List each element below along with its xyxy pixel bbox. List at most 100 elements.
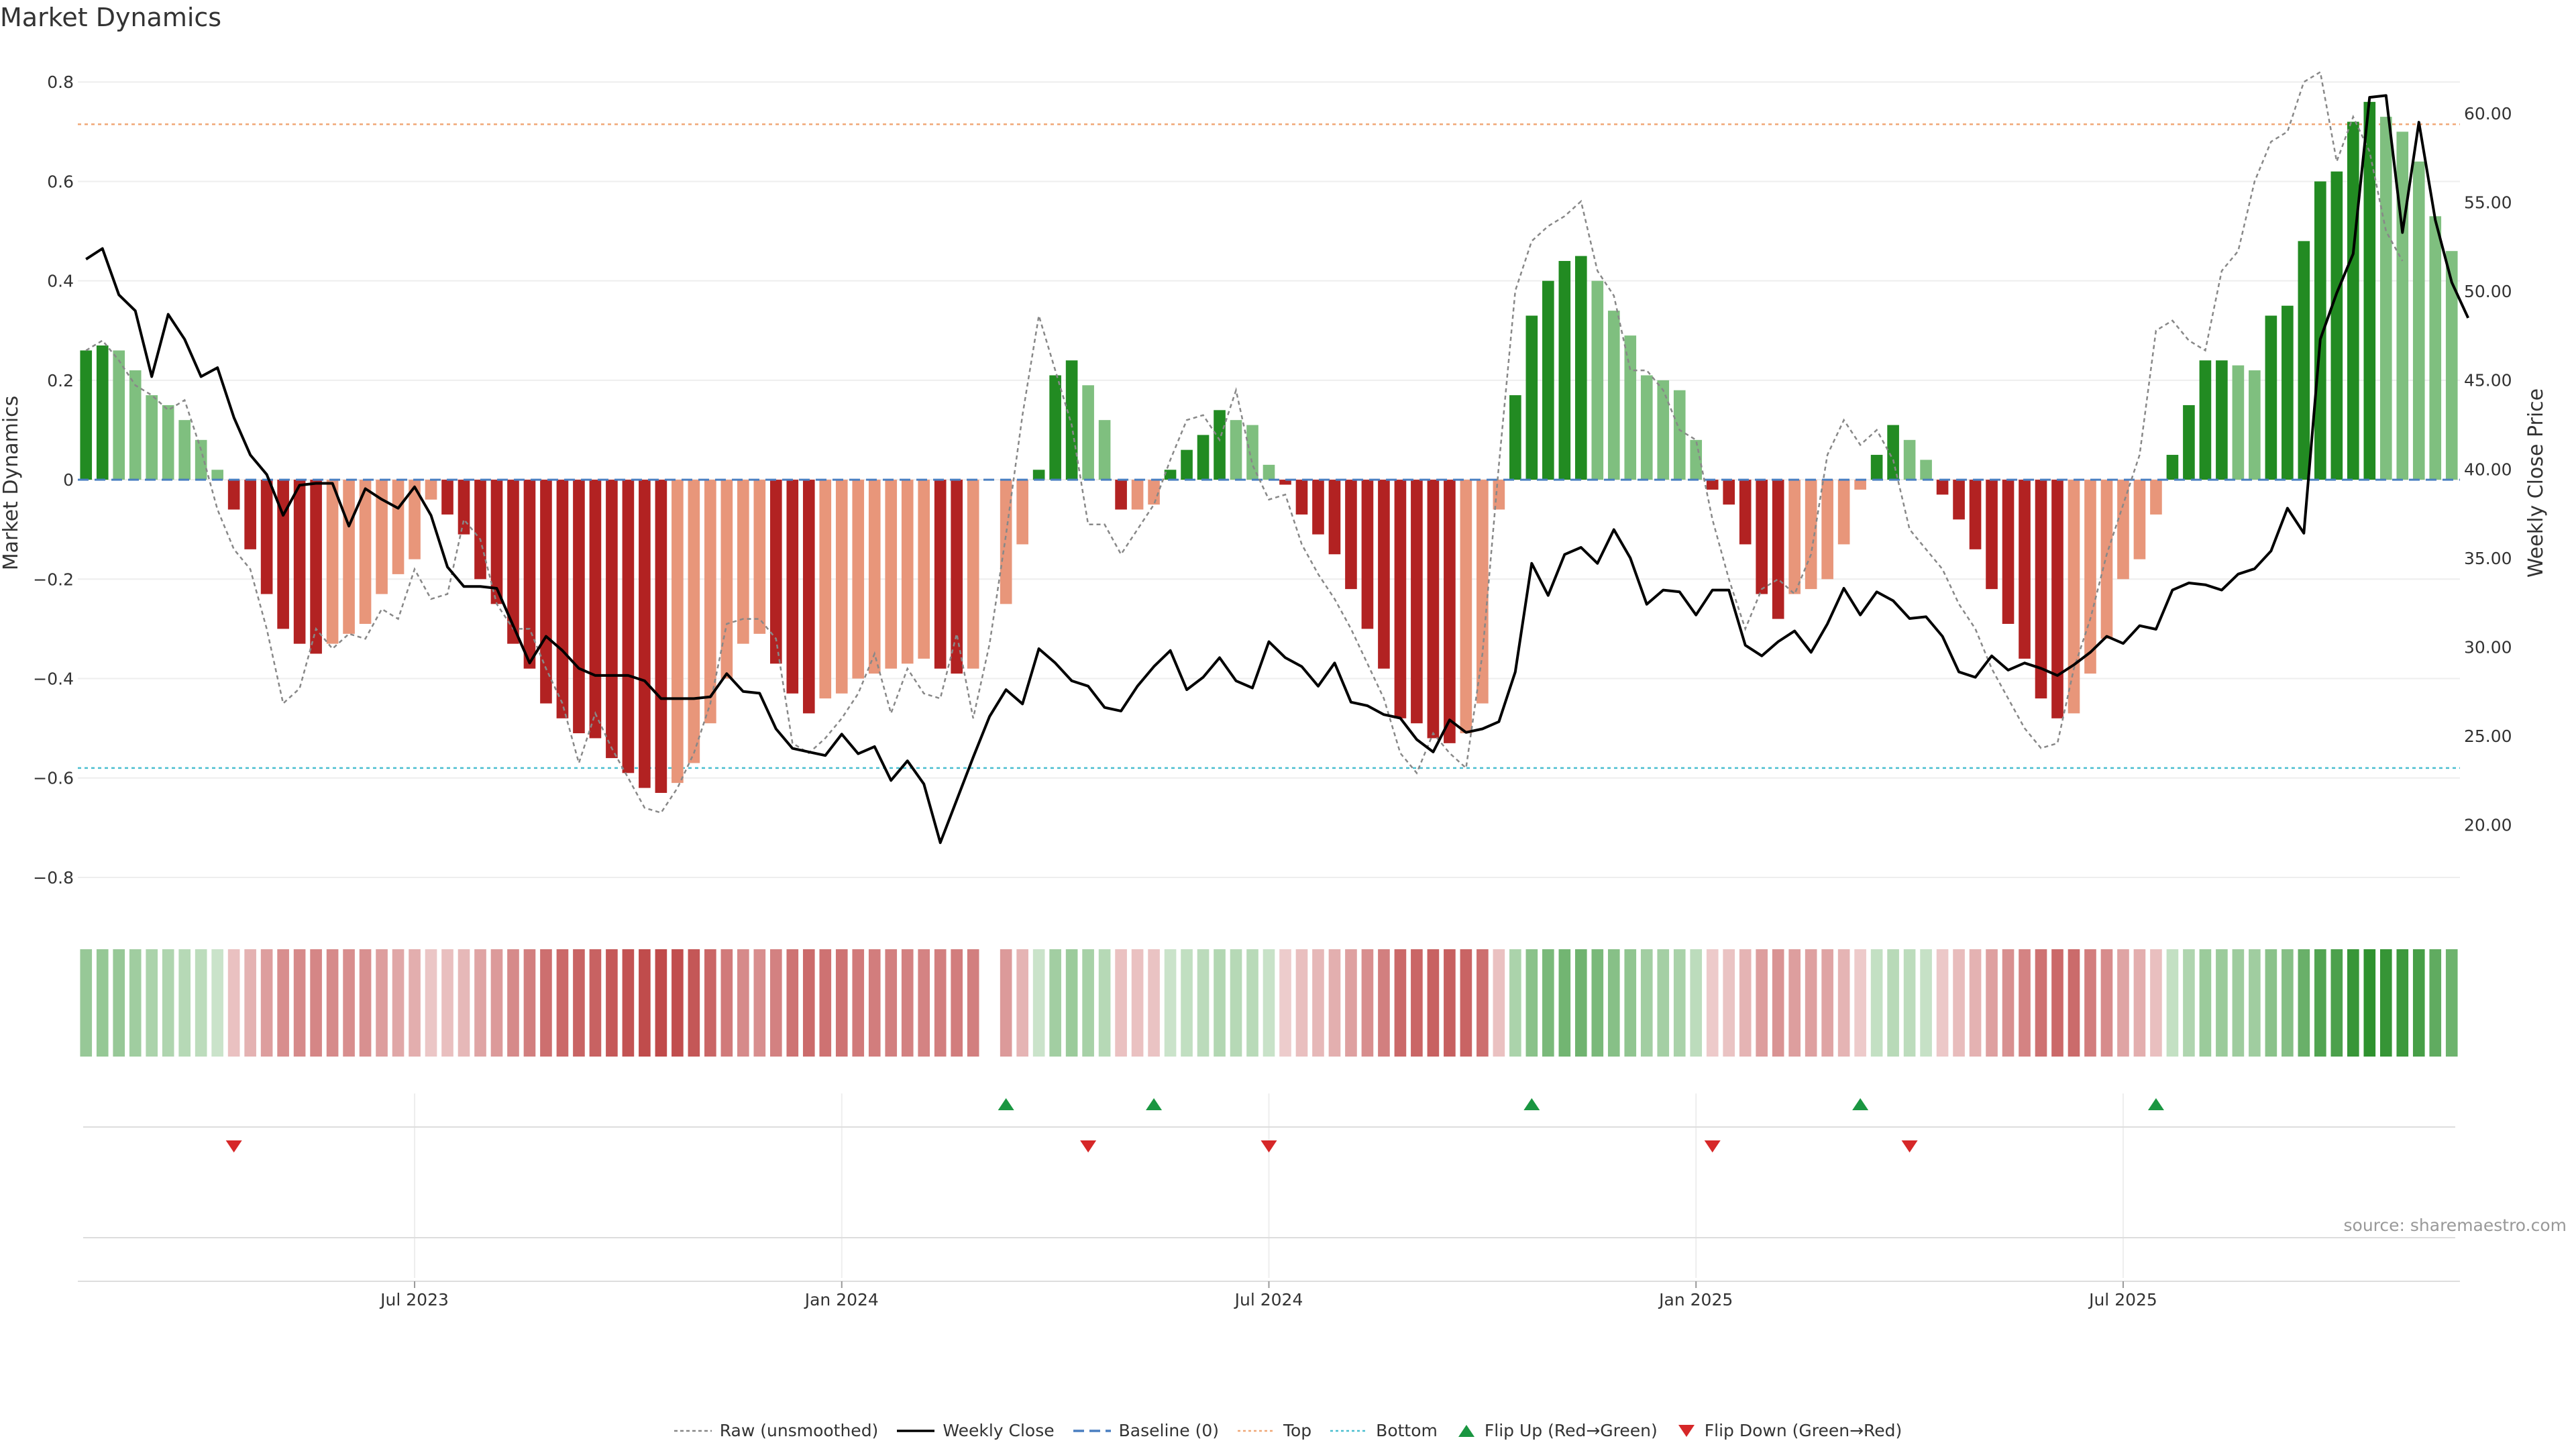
- heat-strip-cell: [951, 949, 963, 1057]
- heat-strip-cell: [2199, 949, 2212, 1057]
- heat-strip-cell: [1148, 949, 1160, 1057]
- bar: [1887, 425, 1899, 480]
- heat-strip-cell: [2282, 949, 2294, 1057]
- left-tick-label: −0.8: [33, 868, 74, 888]
- flip-up-marker: [998, 1098, 1014, 1110]
- bar: [1821, 480, 1833, 580]
- bar: [1082, 385, 1094, 480]
- left-tick-label: −0.6: [33, 769, 74, 788]
- heat-strip-cell: [507, 949, 519, 1057]
- heat-strip-cell: [441, 949, 453, 1057]
- heat-strip-cell: [1969, 949, 1982, 1057]
- left-tick-label: −0.4: [33, 669, 74, 689]
- heat-strip-cell: [260, 949, 273, 1057]
- x-tick-label: Jul 2025: [2088, 1290, 2157, 1309]
- bar: [2183, 405, 2195, 480]
- right-tick-label: 50.00: [2464, 282, 2512, 301]
- heat-strip-cell: [2396, 949, 2409, 1057]
- bar: [293, 480, 306, 644]
- heat-strip-cell: [1673, 949, 1686, 1057]
- heat-strip-cell: [688, 949, 700, 1057]
- heat-strip-cell: [737, 949, 749, 1057]
- bar: [277, 480, 289, 629]
- heat-strip-cell: [2347, 949, 2359, 1057]
- bar: [934, 480, 947, 669]
- legend-item-raw: Raw (unsmoothed): [674, 1421, 878, 1440]
- legend-close-swatch: [897, 1429, 935, 1432]
- heat-strip-cell: [1164, 949, 1177, 1057]
- bar: [474, 480, 486, 580]
- heat-strip-cell: [1607, 949, 1620, 1057]
- heat-strip-cell: [1756, 949, 1768, 1057]
- bar: [720, 480, 733, 679]
- bar: [1378, 480, 1390, 669]
- left-tick-label: 0: [63, 470, 74, 490]
- heat-strip-cell: [310, 949, 322, 1057]
- left-tick-label: −0.2: [33, 570, 74, 589]
- right-tick-label: 30.00: [2464, 637, 2512, 657]
- heat-strip-cell: [244, 949, 256, 1057]
- bar: [1361, 480, 1374, 629]
- heat-strip-cell: [1591, 949, 1604, 1057]
- heat-strip-cell: [573, 949, 585, 1057]
- heat-strip-cell: [80, 949, 93, 1057]
- bar: [1214, 410, 1226, 480]
- heat-strip-cell: [1574, 949, 1587, 1057]
- bar: [162, 405, 174, 480]
- left-tick-label: 0.8: [47, 72, 74, 92]
- heat-strip-cell: [376, 949, 388, 1057]
- heat-strip-cell: [2445, 949, 2458, 1057]
- bar: [1065, 360, 1078, 480]
- heat-strip-cell: [129, 949, 142, 1057]
- legend-label-baseline: Baseline (0): [1118, 1421, 1219, 1440]
- bar: [2249, 370, 2261, 480]
- bar: [688, 480, 700, 763]
- bar: [310, 480, 322, 654]
- bar: [1181, 449, 1193, 480]
- bar: [737, 480, 749, 644]
- bar: [1936, 480, 1949, 495]
- source-credit: source: sharemaestro.com: [2343, 1216, 2567, 1235]
- bar: [129, 370, 142, 480]
- bar: [1197, 435, 1210, 480]
- x-tick-label: Jul 2023: [379, 1290, 449, 1309]
- left-tick-label: 0.2: [47, 371, 74, 390]
- bar: [1756, 480, 1768, 594]
- bar: [1016, 480, 1028, 545]
- heat-strip-cell: [835, 949, 848, 1057]
- heat-strip-cell: [720, 949, 733, 1057]
- heat-strip-cell: [1312, 949, 1324, 1057]
- bar: [1164, 470, 1177, 480]
- heat-strip-cell: [589, 949, 602, 1057]
- heat-strip-cell: [1805, 949, 1817, 1057]
- bar: [1723, 480, 1735, 505]
- heat-strip-cell: [1837, 949, 1850, 1057]
- bar: [1591, 280, 1604, 480]
- heat-strip-cell: [359, 949, 372, 1057]
- heat-strip-cell: [556, 949, 569, 1057]
- heat-strip-cell: [1115, 949, 1127, 1057]
- legend-item-bottom: Bottom: [1330, 1421, 1438, 1440]
- heat-strip-cell: [211, 949, 223, 1057]
- flip-up-marker: [1852, 1098, 1869, 1110]
- bar: [2265, 315, 2277, 480]
- heat-strip-cell: [769, 949, 782, 1057]
- heat-strip-cell: [802, 949, 815, 1057]
- heat-strip-cell: [1032, 949, 1045, 1057]
- flip-down-marker: [1080, 1140, 1097, 1152]
- heat-strip-cell: [868, 949, 881, 1057]
- heat-strip-cell: [606, 949, 618, 1057]
- heat-strip-cell: [1542, 949, 1554, 1057]
- bar: [359, 480, 372, 624]
- heat-strip-cell: [786, 949, 799, 1057]
- legend-bottom-swatch: [1330, 1430, 1368, 1432]
- bar: [672, 480, 684, 784]
- heat-strip-cell: [343, 949, 355, 1057]
- heat-strip-cell: [293, 949, 306, 1057]
- bar: [2084, 480, 2096, 674]
- heat-strip-cell: [1378, 949, 1390, 1057]
- bar: [2330, 171, 2343, 480]
- bar: [1427, 480, 1440, 739]
- heat-strip-cell: [1098, 949, 1111, 1057]
